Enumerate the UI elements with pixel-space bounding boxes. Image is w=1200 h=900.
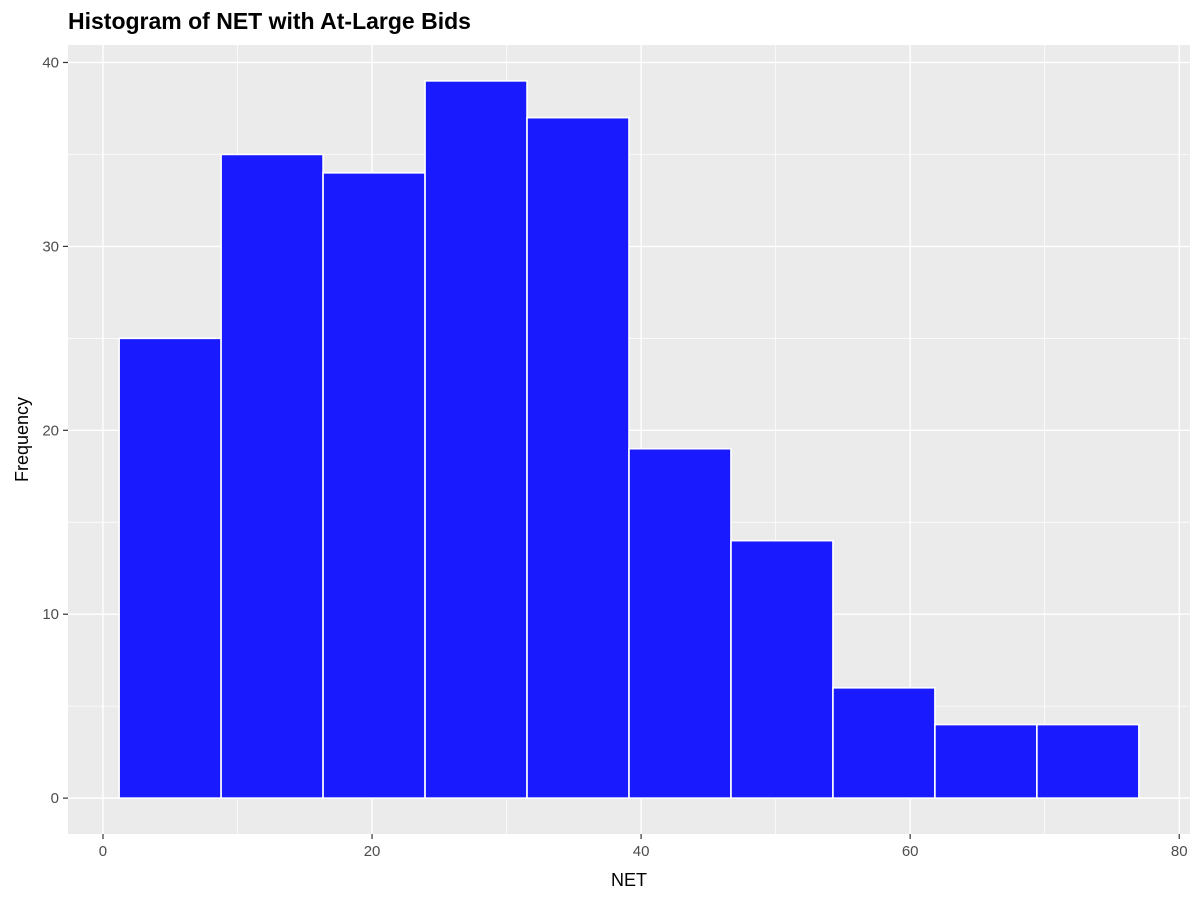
chart-title: Histogram of NET with At-Large Bids [68, 8, 471, 34]
y-tick-label: 30 [42, 238, 59, 255]
histogram-bar [118, 337, 222, 799]
histogram-bar [1036, 723, 1140, 799]
x-tick-label: 20 [364, 843, 381, 860]
histogram-bar [322, 172, 426, 799]
histogram-bar [220, 153, 324, 799]
histogram-bar [526, 116, 630, 799]
histogram-bar [424, 80, 528, 799]
y-tick-label: 40 [42, 54, 59, 71]
histogram-bar [934, 723, 1038, 799]
x-axis: 0 20 40 60 80 [99, 834, 1188, 860]
histogram-bar [730, 539, 834, 799]
y-axis-title: Frequency [12, 397, 32, 482]
y-tick-label: 0 [51, 790, 59, 807]
x-axis-title: NET [611, 870, 647, 890]
x-tick-label: 60 [902, 843, 919, 860]
x-tick-label: 40 [633, 843, 650, 860]
histogram-bar [628, 447, 732, 799]
x-tick-label: 80 [1171, 843, 1188, 860]
y-axis: 0 10 20 30 40 [42, 54, 68, 807]
x-tick-label: 0 [99, 843, 107, 860]
histogram-bars [118, 80, 1140, 799]
y-tick-label: 10 [42, 606, 59, 623]
y-tick-label: 20 [42, 422, 59, 439]
histogram-bar [832, 686, 936, 799]
